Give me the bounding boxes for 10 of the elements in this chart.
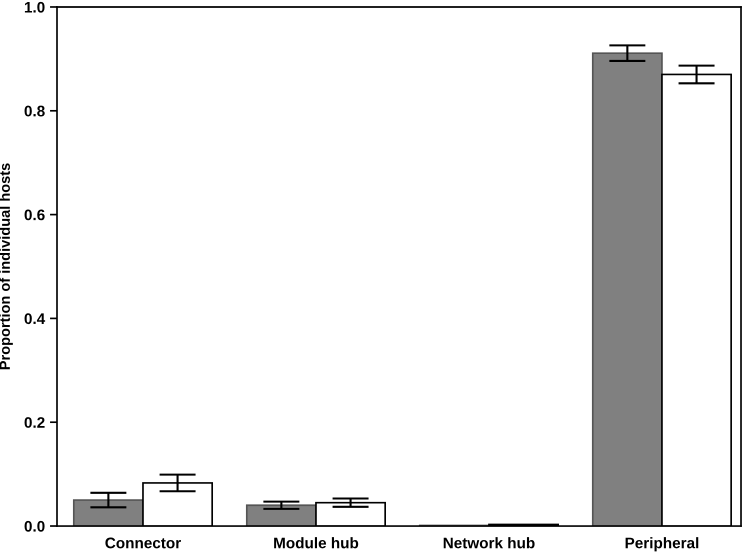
x-tick-label: Connector — [105, 538, 181, 548]
y-tick-label: 0.2 — [24, 417, 45, 428]
y-tick-label: 0.6 — [24, 209, 45, 220]
y-tick-label: 0.0 — [24, 520, 45, 532]
x-tick-label: Module hub — [274, 537, 358, 548]
x-tick-label: Network hub — [444, 537, 535, 548]
y-tick-label: 0.8 — [24, 106, 45, 116]
y-tick-label: 1.0 — [24, 2, 45, 13]
y-tick-label: 0.4 — [24, 313, 46, 324]
x-tick-label: Peripheral — [626, 537, 698, 552]
